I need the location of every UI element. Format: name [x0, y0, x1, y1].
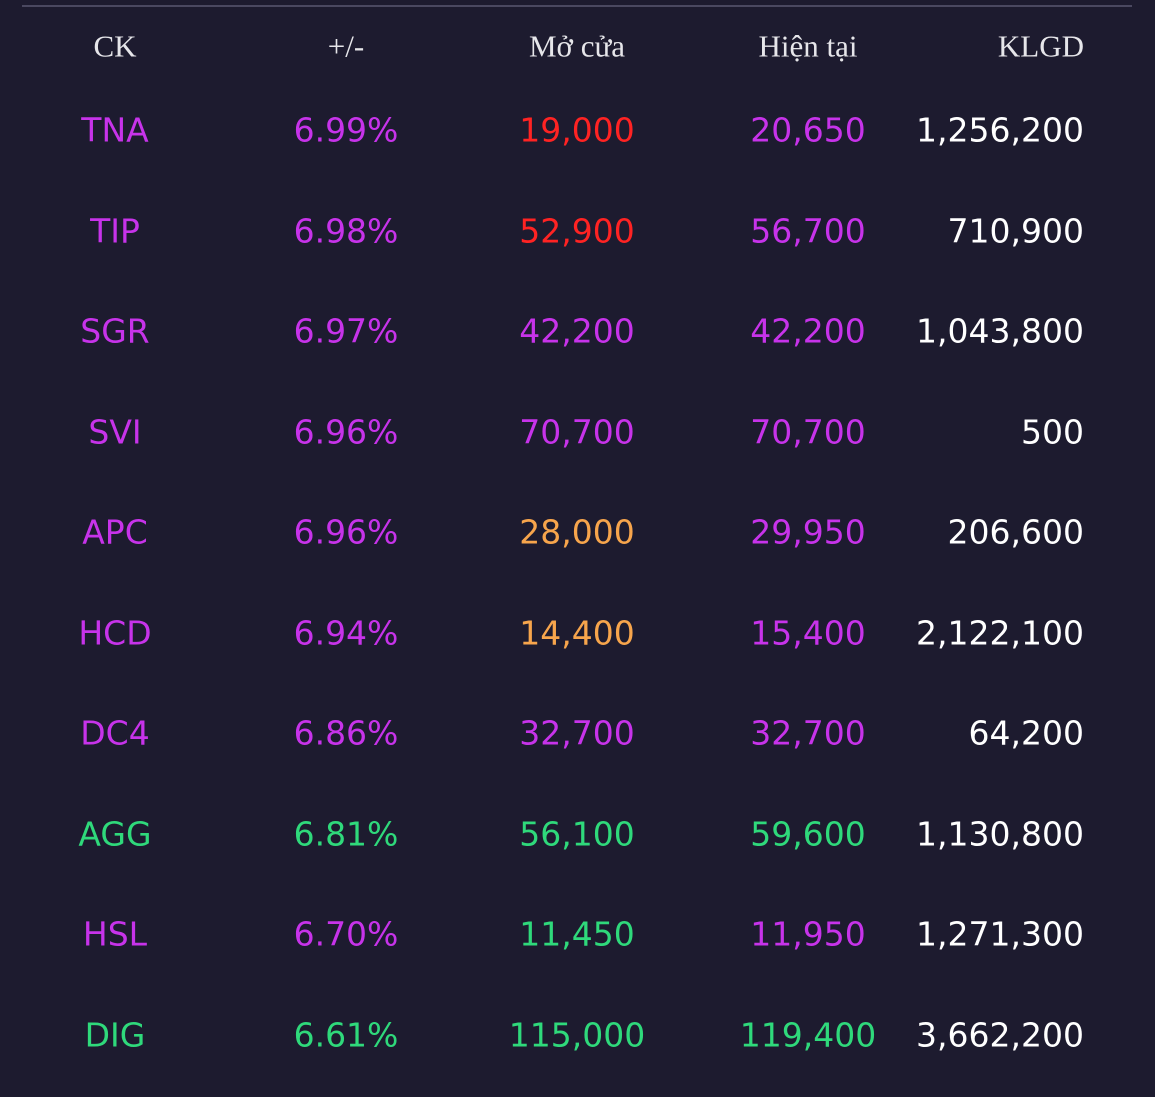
table-cell: 70,700	[519, 412, 635, 451]
table-cell: SGR	[80, 311, 150, 351]
column-header: +/-	[327, 28, 365, 64]
table-cell: 1,271,300	[916, 914, 1084, 954]
table-cell: APC	[82, 512, 148, 552]
table-cell: 6.70%	[293, 914, 399, 954]
table-cell: 42,200	[750, 311, 866, 351]
table-cell: 6.97%	[293, 311, 399, 351]
table-cell: 20,650	[750, 110, 866, 150]
table-cell: 19,000	[519, 110, 635, 150]
table-cell: 6.96%	[293, 412, 399, 451]
table-cell: 6.61%	[293, 1015, 399, 1054]
table-cell: 11,450	[519, 914, 635, 954]
divider	[22, 5, 1132, 7]
table-cell: 6.99%	[293, 110, 399, 150]
table-cell: 6.96%	[293, 512, 399, 552]
table-cell: 29,950	[750, 512, 866, 552]
table-cell: SVI	[88, 412, 142, 451]
table-cell: 32,700	[750, 713, 866, 753]
table-cell: 14,400	[519, 613, 635, 652]
table-cell: AGG	[78, 814, 152, 853]
table-cell: 6.98%	[293, 211, 399, 250]
table-cell: HCD	[78, 613, 152, 652]
table-cell: 6.86%	[293, 713, 399, 753]
table-cell: 11,950	[750, 914, 866, 954]
table-cell: 15,400	[750, 613, 866, 652]
table-cell: 70,700	[750, 412, 866, 451]
column-header: Hiện tại	[758, 28, 858, 64]
table-cell: TNA	[81, 110, 149, 150]
table-cell: 6.81%	[293, 814, 399, 853]
table-cell: HSL	[82, 914, 148, 954]
table-cell: 206,600	[947, 512, 1084, 552]
table-cell: 6.94%	[293, 613, 399, 652]
table-cell: 1,043,800	[916, 311, 1084, 351]
table-cell: 3,662,200	[916, 1015, 1084, 1054]
column-header: KLGD	[997, 28, 1084, 64]
table-cell: 28,000	[519, 512, 635, 552]
table-cell: 56,100	[519, 814, 635, 853]
table-cell: 64,200	[968, 713, 1084, 753]
table-cell: 1,256,200	[916, 110, 1084, 150]
table-cell: 42,200	[519, 311, 635, 351]
column-header: CK	[93, 28, 137, 64]
table-cell: TIP	[90, 211, 140, 250]
table-cell: 115,000	[508, 1015, 646, 1054]
table-cell: 56,700	[750, 211, 866, 250]
table-cell: 2,122,100	[916, 613, 1084, 652]
table-cell: 1,130,800	[916, 814, 1084, 853]
table-cell: 59,600	[750, 814, 866, 853]
table-cell: DIG	[84, 1015, 146, 1054]
table-cell: 32,700	[519, 713, 635, 753]
table-cell: DC4	[80, 713, 150, 753]
table-cell: 500	[1021, 412, 1084, 451]
table-cell: 119,400	[739, 1015, 877, 1054]
table-cell: 52,900	[519, 211, 635, 250]
table-cell: 710,900	[947, 211, 1084, 250]
column-header: Mở cửa	[528, 28, 626, 64]
